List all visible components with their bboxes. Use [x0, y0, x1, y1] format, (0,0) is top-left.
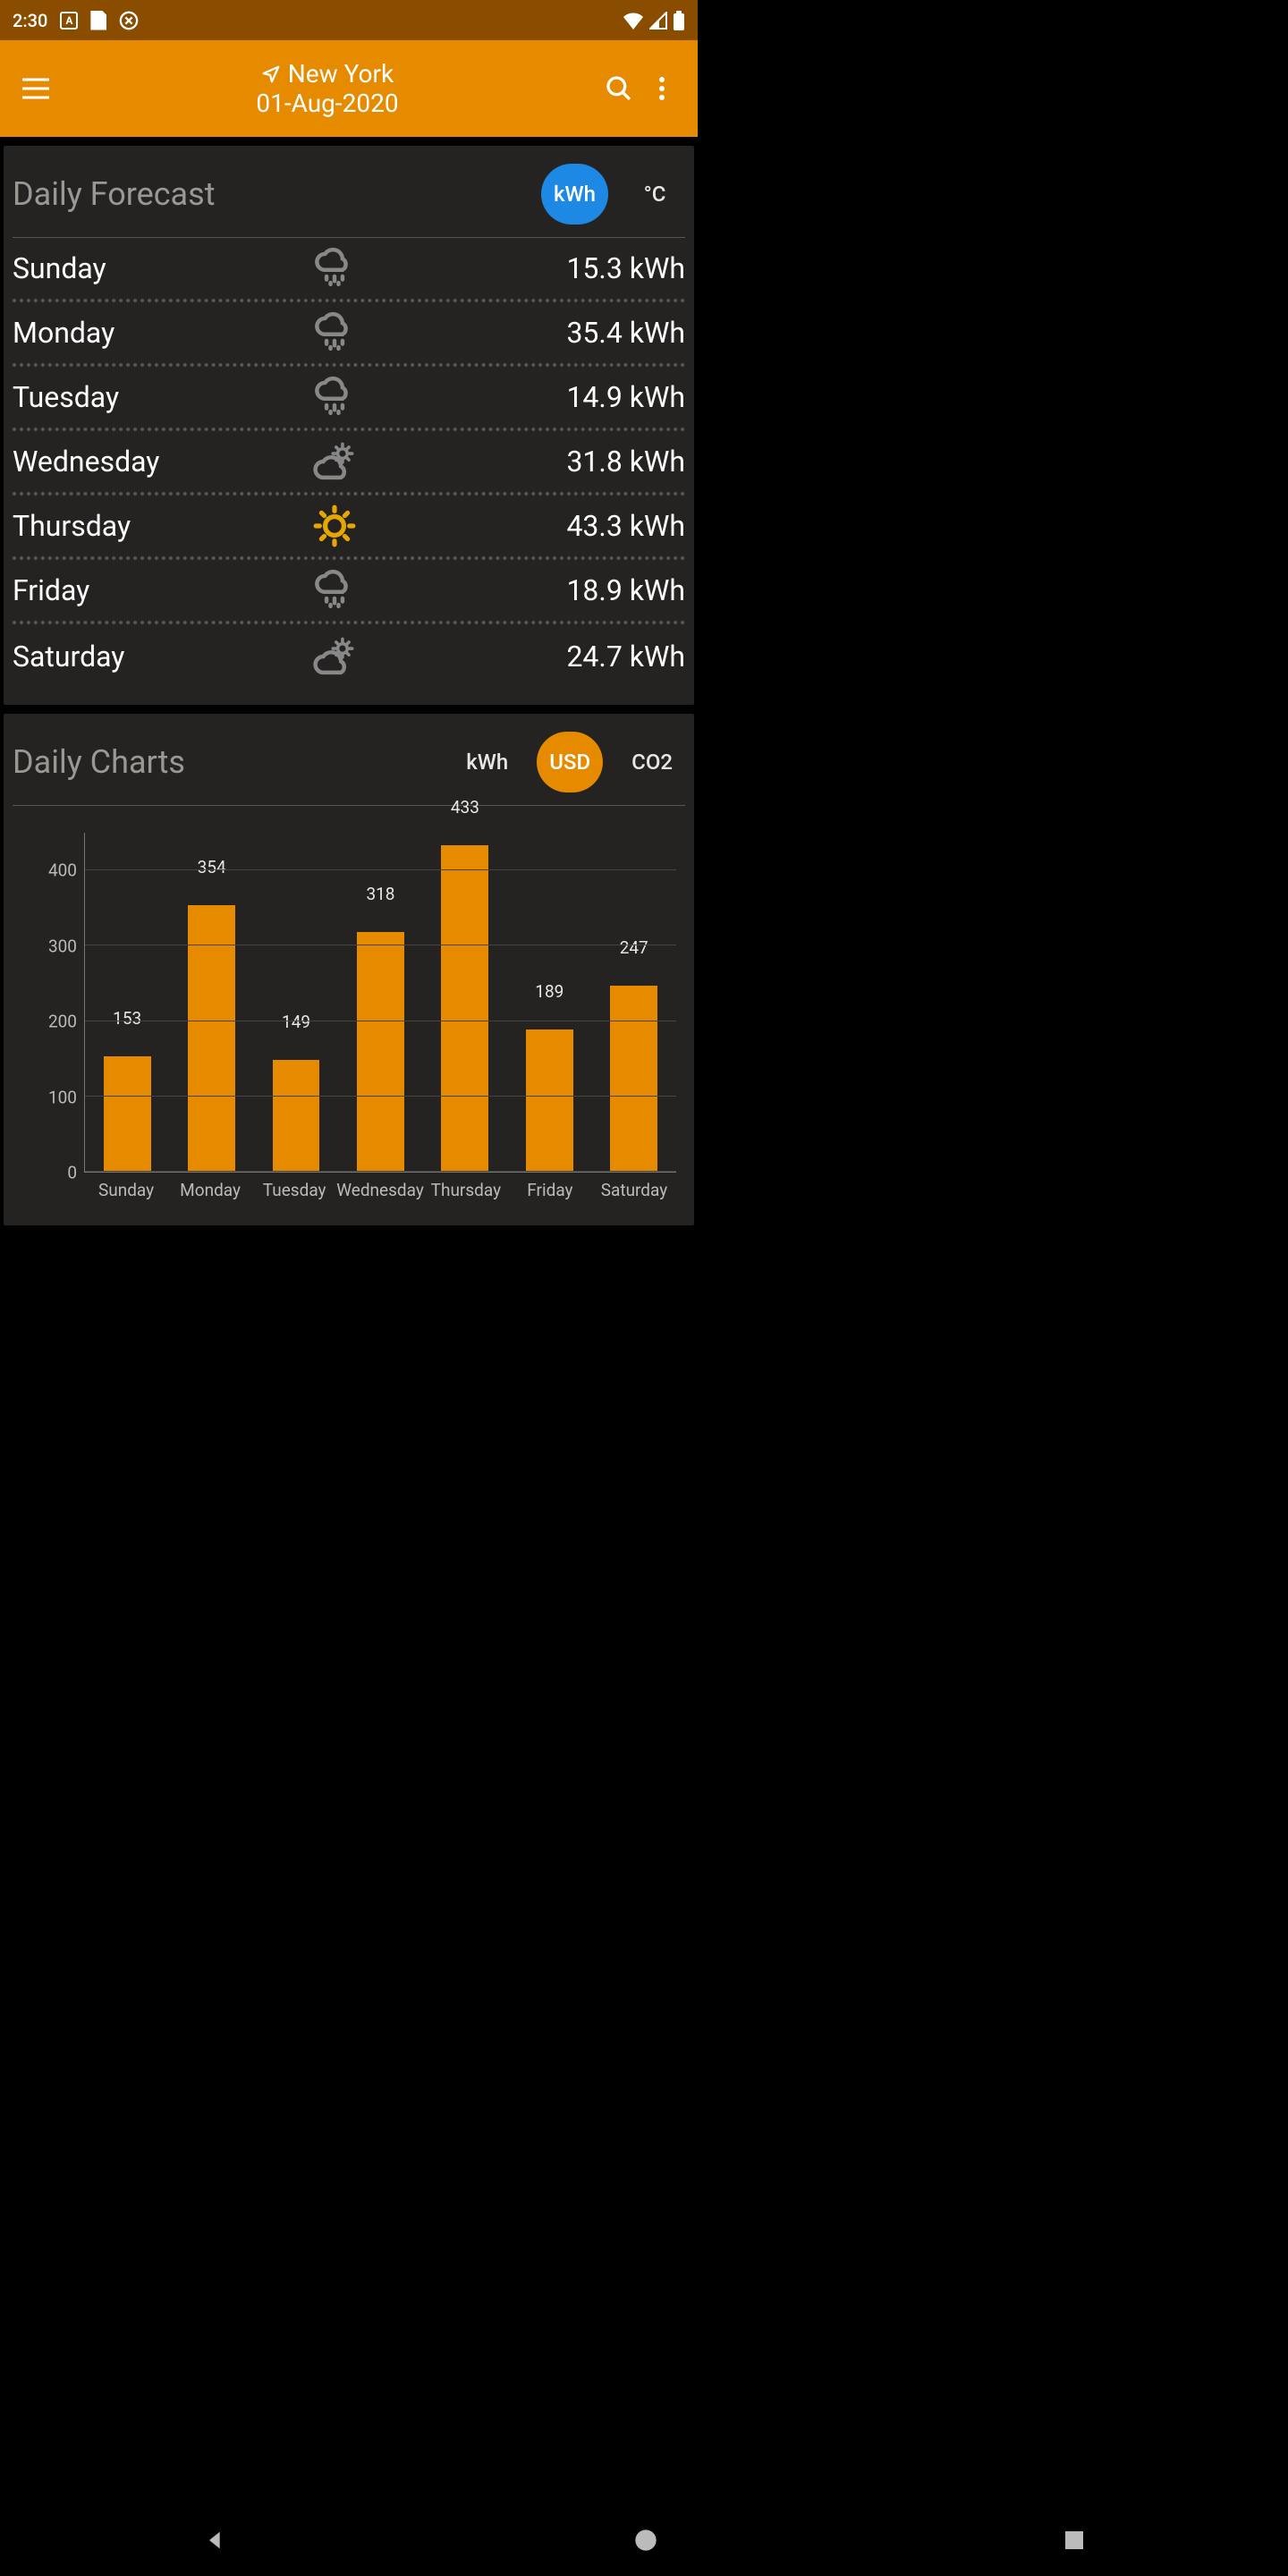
- chart-tab-usd[interactable]: USD: [537, 732, 603, 792]
- chart-tab-co2[interactable]: CO2: [619, 732, 685, 792]
- bar-column: 433: [423, 833, 507, 1172]
- forecast-value: 31.8 kWh: [370, 445, 685, 479]
- bar-value-label: 247: [620, 937, 648, 962]
- x-tick-label: Wednesday: [336, 1180, 424, 1200]
- y-tick-label: 300: [48, 936, 77, 956]
- weather-icon: [299, 634, 370, 679]
- x-tick-label: Thursday: [424, 1180, 508, 1200]
- wifi-icon: [623, 12, 644, 30]
- clock: 2:30: [13, 10, 47, 31]
- search-button[interactable]: [597, 67, 640, 110]
- date-text: 01-Aug-2020: [57, 89, 597, 118]
- y-tick-label: 200: [48, 1012, 77, 1032]
- bar-value-label: 433: [451, 797, 479, 821]
- status-bar: 2:30 A: [0, 0, 698, 40]
- weather-icon: [299, 568, 370, 613]
- forecast-row[interactable]: Tuesday 14.9 kWh: [13, 367, 685, 431]
- y-tick-label: 0: [67, 1163, 77, 1183]
- bar: [441, 845, 488, 1172]
- forecast-day: Wednesday: [13, 445, 299, 479]
- weather-icon: [299, 246, 370, 291]
- menu-button[interactable]: [14, 67, 57, 110]
- forecast-row[interactable]: Thursday 43.3 kWh: [13, 496, 685, 560]
- bar-column: 153: [85, 833, 169, 1172]
- signal-icon: [649, 12, 667, 30]
- weather-icon: [299, 439, 370, 484]
- system-nav-bar: [0, 2504, 1288, 2576]
- y-tick-label: 400: [48, 860, 77, 881]
- bar-chart: 0100200300400 153354149318433189247: [21, 833, 676, 1173]
- forecast-row[interactable]: Friday 18.9 kWh: [13, 560, 685, 624]
- bar: [357, 932, 404, 1172]
- forecast-title: Daily Forecast: [13, 175, 525, 213]
- location-icon: [261, 64, 281, 84]
- bar-value-label: 189: [535, 981, 564, 1005]
- forecast-row[interactable]: Monday 35.4 kWh: [13, 302, 685, 367]
- forecast-day: Thursday: [13, 509, 299, 543]
- forecast-day: Friday: [13, 573, 299, 607]
- bar: [273, 1060, 320, 1172]
- unit-toggle-kwh[interactable]: kWh: [541, 164, 608, 225]
- nav-recent-button[interactable]: [1063, 2529, 1085, 2551]
- location-text: New York: [288, 59, 394, 89]
- weather-icon: [299, 310, 370, 355]
- bar-column: 354: [169, 833, 253, 1172]
- forecast-value: 24.7 kWh: [370, 640, 685, 674]
- forecast-card: Daily Forecast kWh °C Sunday 15.3 kWh Mond…: [4, 146, 694, 705]
- forecast-value: 14.9 kWh: [370, 380, 685, 414]
- bar-column: 318: [338, 833, 422, 1172]
- forecast-value: 18.9 kWh: [370, 573, 685, 607]
- x-tick-label: Saturday: [592, 1180, 676, 1200]
- forecast-value: 35.4 kWh: [370, 316, 685, 350]
- forecast-row[interactable]: Saturday 24.7 kWh: [13, 624, 685, 689]
- bar-value-label: 318: [366, 884, 394, 908]
- forecast-day: Saturday: [13, 640, 299, 674]
- appbar-title: New York 01-Aug-2020: [57, 59, 597, 118]
- bar-column: 149: [254, 833, 338, 1172]
- bar: [104, 1056, 151, 1172]
- status-icon-a: A: [60, 12, 78, 30]
- nav-home-button[interactable]: [633, 2528, 658, 2553]
- sync-off-icon: [119, 11, 139, 30]
- x-tick-label: Friday: [508, 1180, 592, 1200]
- forecast-day: Tuesday: [13, 380, 299, 414]
- charts-card: Daily Charts kWh USD CO2 0 100 200 300 400 1…: [4, 714, 694, 1225]
- bar-column: 247: [592, 833, 676, 1172]
- forecast-day: Sunday: [13, 251, 299, 285]
- battery-icon: [673, 11, 685, 30]
- more-button[interactable]: [640, 67, 683, 110]
- y-tick-label: 100: [48, 1087, 77, 1107]
- chart-tab-kwh[interactable]: kWh: [453, 732, 521, 792]
- x-tick-label: Sunday: [84, 1180, 168, 1200]
- nav-back-button[interactable]: [203, 2528, 228, 2553]
- bar: [610, 986, 657, 1172]
- forecast-row[interactable]: Sunday 15.3 kWh: [13, 238, 685, 302]
- forecast-row[interactable]: Wednesday 31.8 kWh: [13, 431, 685, 496]
- bar-value-label: 149: [282, 1012, 310, 1036]
- forecast-value: 15.3 kWh: [370, 251, 685, 285]
- x-tick-label: Monday: [168, 1180, 252, 1200]
- forecast-value: 43.3 kWh: [370, 509, 685, 543]
- forecast-day: Monday: [13, 316, 299, 350]
- bar: [526, 1030, 573, 1172]
- weather-icon: [299, 375, 370, 419]
- weather-icon: [299, 504, 370, 548]
- unit-toggle-celsius[interactable]: °C: [624, 164, 685, 225]
- x-tick-label: Tuesday: [252, 1180, 336, 1200]
- app-bar: New York 01-Aug-2020: [0, 40, 698, 137]
- bar-column: 189: [507, 833, 591, 1172]
- sd-icon: [90, 11, 106, 30]
- charts-title: Daily Charts: [13, 743, 437, 781]
